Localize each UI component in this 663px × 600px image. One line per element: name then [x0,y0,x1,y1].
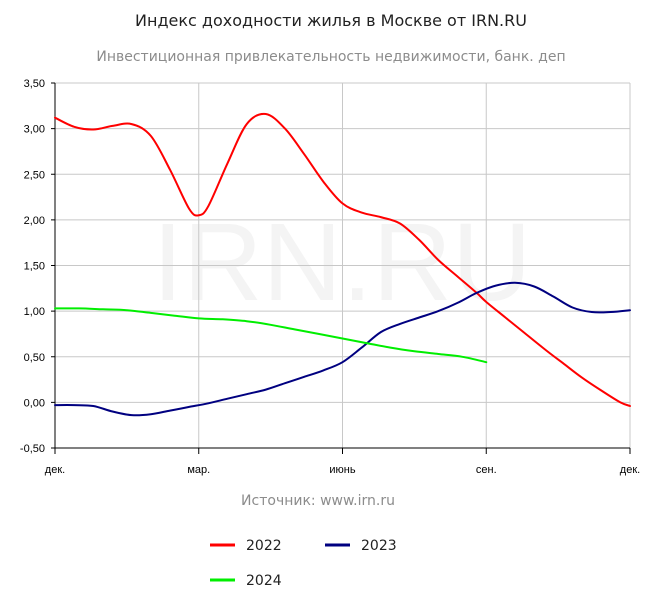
y-tick-label: 0,50 [24,352,45,364]
x-tick-label: мар. [187,464,210,476]
x-tick-label: дек. [620,464,640,476]
series-line-2024 [54,307,488,364]
plot-area: IRN.RU -0,500,000,501,001,502,002,503,00… [20,78,640,476]
chart-title: Индекс доходности жилья в Москве от IRN.… [135,11,527,30]
x-tick-label: дек. [45,464,65,476]
x-tick-label: июнь [329,464,355,476]
legend-label: 2023 [361,538,397,554]
axes [51,82,631,454]
y-tick-labels: -0,50 0,00 0,50 1,00 1,50 2,00 2,50 3,00 3,50 [20,78,45,455]
legend-label: 2022 [246,538,282,554]
legend-item-2024: 2024 [210,573,282,589]
y-tick-label: 3,50 [24,78,45,90]
series-line-2022 [54,112,631,407]
chart-subtitle: Инвестиционная привлекательность недвижи… [96,49,565,65]
y-tick-label: 1,00 [24,306,45,318]
legend-label: 2024 [246,573,282,589]
y-tick-label: 0,00 [24,397,45,409]
y-tick-label: 3,00 [24,124,45,136]
y-tick-label: 2,50 [24,169,45,181]
legend: 2022 2023 2024 [210,538,397,589]
y-tick-label: 1,50 [24,261,45,273]
y-tick-label: 2,00 [24,215,45,227]
legend-item-2022: 2022 [210,538,282,554]
x-tick-labels: дек. мар. июнь сен. дек. [45,464,640,476]
series-layer [54,112,631,417]
legend-item-2023: 2023 [325,538,397,554]
x-tick-label: сен. [476,464,497,476]
source-text: Источник: www.irn.ru [241,493,395,509]
series-line-2023 [54,281,631,417]
grid [54,82,631,449]
y-tick-label: -0,50 [20,443,45,455]
